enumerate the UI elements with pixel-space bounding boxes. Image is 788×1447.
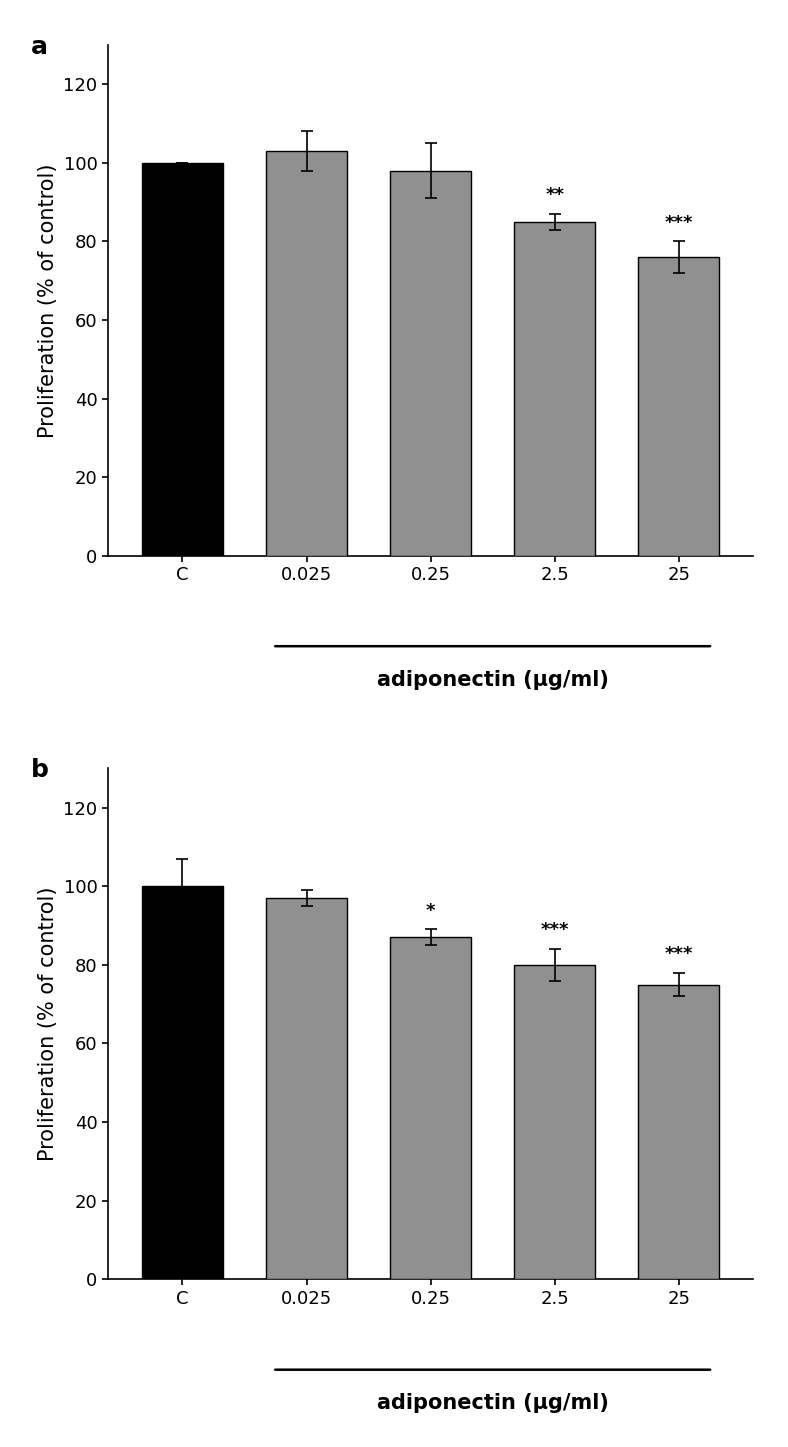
Y-axis label: Proliferation (% of control): Proliferation (% of control) bbox=[38, 164, 58, 437]
Bar bbox=[515, 221, 595, 556]
Text: adiponectin (μg/ml): adiponectin (μg/ml) bbox=[377, 1393, 608, 1414]
Y-axis label: Proliferation (% of control): Proliferation (% of control) bbox=[38, 887, 58, 1160]
Bar bbox=[266, 150, 347, 556]
Bar bbox=[390, 938, 471, 1279]
Bar bbox=[638, 984, 719, 1279]
Bar bbox=[142, 162, 223, 556]
Text: a: a bbox=[31, 35, 47, 59]
Text: **: ** bbox=[545, 187, 564, 204]
Text: ***: *** bbox=[664, 945, 693, 962]
Bar bbox=[390, 171, 471, 556]
Text: adiponectin (μg/ml): adiponectin (μg/ml) bbox=[377, 670, 608, 690]
Bar bbox=[515, 965, 595, 1279]
Bar bbox=[142, 886, 223, 1279]
Bar bbox=[266, 899, 347, 1279]
Text: ***: *** bbox=[541, 922, 569, 939]
Text: b: b bbox=[31, 758, 48, 783]
Bar bbox=[638, 258, 719, 556]
Text: ***: *** bbox=[664, 214, 693, 232]
Text: *: * bbox=[426, 901, 436, 920]
